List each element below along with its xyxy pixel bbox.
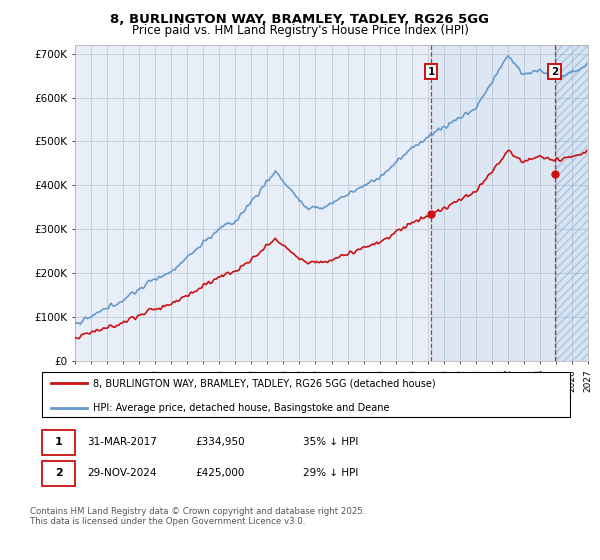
Bar <box>554 45 588 361</box>
Text: 35% ↓ HPI: 35% ↓ HPI <box>303 437 358 447</box>
Text: 8, BURLINGTON WAY, BRAMLEY, TADLEY, RG26 5GG (detached house): 8, BURLINGTON WAY, BRAMLEY, TADLEY, RG26… <box>93 378 436 388</box>
Text: 31-MAR-2017: 31-MAR-2017 <box>87 437 157 447</box>
Text: 29% ↓ HPI: 29% ↓ HPI <box>303 468 358 478</box>
Text: 2: 2 <box>55 468 62 478</box>
Text: Contains HM Land Registry data © Crown copyright and database right 2025.
This d: Contains HM Land Registry data © Crown c… <box>30 507 365 526</box>
Text: 1: 1 <box>427 67 434 77</box>
Text: £425,000: £425,000 <box>195 468 244 478</box>
Text: £334,950: £334,950 <box>195 437 245 447</box>
Text: 29-NOV-2024: 29-NOV-2024 <box>87 468 157 478</box>
Bar <box>431 45 554 361</box>
Text: Price paid vs. HM Land Registry's House Price Index (HPI): Price paid vs. HM Land Registry's House … <box>131 24 469 37</box>
Text: 8, BURLINGTON WAY, BRAMLEY, TADLEY, RG26 5GG: 8, BURLINGTON WAY, BRAMLEY, TADLEY, RG26… <box>110 13 490 26</box>
Bar <box>554 45 588 361</box>
Text: 2: 2 <box>551 67 558 77</box>
Text: HPI: Average price, detached house, Basingstoke and Deane: HPI: Average price, detached house, Basi… <box>93 403 389 413</box>
Text: 1: 1 <box>55 437 62 447</box>
